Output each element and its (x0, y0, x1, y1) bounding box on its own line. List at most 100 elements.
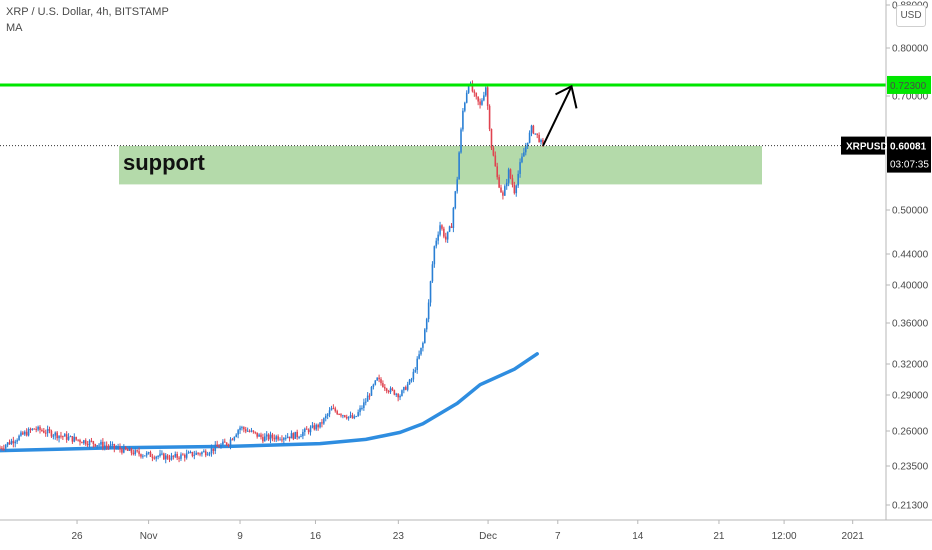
candle-body (275, 436, 278, 440)
time-tick-label: 12:00 (772, 531, 797, 542)
candle-body (269, 434, 272, 440)
candle-body (464, 102, 466, 111)
candle-body (538, 134, 540, 142)
candle-body (109, 444, 112, 447)
price-tick-label: 0.44000 (892, 250, 929, 261)
candle-body (382, 383, 384, 388)
candle-body (239, 427, 241, 431)
candle-body (330, 408, 333, 411)
candle-body (161, 453, 163, 455)
candle-body (376, 377, 378, 381)
candle-body (90, 440, 93, 442)
symbol-title: XRP / U.S. Dollar, 4h, BITSTAMP (6, 6, 169, 18)
candle-body (416, 358, 418, 370)
currency-button[interactable]: USD (896, 5, 926, 27)
candle-body (248, 430, 251, 432)
candle-body (176, 453, 178, 458)
candle-body (311, 425, 314, 428)
candle-body (94, 444, 97, 447)
candle-body (389, 388, 392, 393)
candle-body (336, 411, 338, 415)
candle-body (33, 428, 36, 430)
projection-arrow-shaft (542, 85, 573, 147)
candle-body (27, 429, 30, 436)
candle-body (174, 453, 177, 457)
price-tick-label: 0.26000 (892, 427, 929, 438)
time-axis[interactable]: 26 Nov 9 16 23 Dec 7 14 21 12:00 2021 (0, 519, 932, 550)
candle-body (166, 455, 169, 459)
candle-body (250, 430, 253, 432)
candle-body (145, 452, 148, 456)
candle-body (102, 441, 104, 448)
candle-body (324, 415, 327, 419)
candle-body (3, 448, 5, 450)
price-axis[interactable]: 0.880000.800000.700000.500000.440000.400… (841, 0, 932, 520)
candle-body (39, 426, 41, 431)
candle-body (309, 427, 312, 433)
candle-body (1, 447, 3, 449)
candle-body (441, 225, 443, 229)
candle-body (48, 429, 51, 431)
indicator-label[interactable]: MA (6, 22, 23, 34)
candle-body (254, 431, 257, 433)
candle-body (273, 437, 276, 440)
time-tick-label: Nov (140, 531, 158, 542)
candle-body (349, 415, 352, 417)
candle-body (96, 445, 98, 447)
candle-body (446, 231, 449, 240)
candle-body (241, 427, 243, 429)
candle-body (412, 371, 415, 380)
chart-legend: XRP / U.S. Dollar, 4h, BITSTAMP MA (6, 4, 169, 36)
candle-body (86, 444, 89, 446)
candle-body (498, 177, 500, 188)
candle-body (235, 434, 238, 437)
candle-body (41, 430, 43, 432)
candle-body (530, 125, 533, 133)
candle-body (462, 110, 464, 130)
candle-body (372, 384, 375, 388)
candle-body (140, 454, 142, 457)
candle-body (115, 447, 118, 449)
candle-body (212, 448, 215, 451)
candle-body (10, 440, 13, 445)
candle-body (81, 442, 83, 444)
time-tick-label: 26 (71, 531, 83, 542)
candle-body (528, 132, 531, 143)
candle-body (271, 434, 274, 438)
candle-body (345, 417, 348, 419)
candle-body (302, 431, 304, 437)
candle-body (260, 434, 262, 438)
candle-body (281, 439, 283, 441)
candle-body (172, 455, 175, 457)
candle-body (511, 178, 514, 185)
candle-body (456, 179, 458, 192)
resistance-price-badge (887, 75, 931, 94)
candle-body (44, 432, 47, 434)
candle-body (296, 431, 298, 438)
candle-body (542, 139, 544, 144)
candle-body (201, 452, 203, 455)
candle-body (536, 133, 539, 135)
candle-body (450, 226, 453, 228)
candle-body (67, 436, 70, 440)
candle-body (22, 432, 24, 435)
last-price-badge (887, 136, 931, 173)
candle-body (130, 448, 133, 453)
candle-body (16, 440, 18, 442)
candle-body (443, 228, 445, 237)
candle-body (195, 452, 198, 455)
candle-body (73, 436, 76, 442)
price-tick-label: 0.50000 (892, 206, 929, 217)
candle-body (344, 415, 346, 418)
candle-body (475, 92, 478, 97)
candle-body (534, 133, 537, 135)
candle-body (355, 416, 358, 418)
price-tick-label: 0.40000 (892, 281, 929, 292)
candle-body (321, 422, 323, 424)
candle-body (504, 186, 506, 196)
candle-body (370, 387, 373, 396)
candle-body (121, 449, 123, 453)
time-tick-label: 23 (393, 531, 405, 542)
candle-body (71, 436, 74, 442)
candle-body (437, 234, 439, 241)
